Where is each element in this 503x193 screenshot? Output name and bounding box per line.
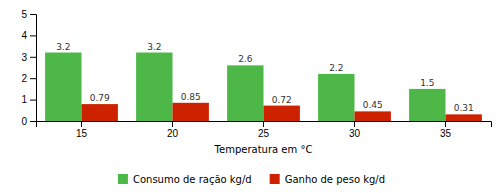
y-axis: 0 1 2 3 4 5 (21, 9, 36, 127)
bar (173, 103, 209, 121)
bar (355, 111, 391, 121)
legend-swatch (118, 174, 128, 184)
legend-item: Consumo de ração kg/d (118, 174, 252, 185)
tick-label: 25 (258, 128, 270, 139)
tick: 1 (21, 94, 36, 105)
legend-swatch (270, 174, 280, 184)
tick: 20 (167, 121, 179, 139)
data-label: 2.2 (329, 63, 343, 73)
tick-label: 4 (21, 30, 27, 41)
tick-mark (30, 121, 36, 122)
tick-mark (172, 121, 173, 127)
data-label: 0.72 (272, 95, 292, 105)
data-label: 2.6 (238, 54, 253, 64)
data-label: 3.2 (147, 42, 161, 52)
chart: 3.2 3.2 2.6 2.2 1.5 0.79 0.85 0.72 0.45 0.31 0 1 2 3 4… (0, 0, 503, 193)
data-label: 0.45 (363, 100, 383, 110)
tick-mark (263, 121, 264, 127)
tick-label: 3 (21, 52, 27, 63)
tick-mark (30, 57, 36, 58)
bar-series (45, 53, 445, 121)
tick-mark (30, 14, 36, 15)
tick-mark (354, 121, 355, 127)
bar (82, 104, 118, 121)
tick: 15 (76, 121, 88, 139)
tick: 3 (21, 52, 36, 63)
data-label: 1.5 (420, 78, 434, 88)
legend-label: Ganho de peso kg/d (285, 174, 385, 185)
bar (446, 114, 482, 121)
x-axis: 15 20 25 30 35 (37, 121, 492, 139)
bar-series (82, 103, 482, 121)
tick-label: 0 (21, 116, 27, 127)
tick: 30 (349, 121, 361, 139)
tick-label: 2 (21, 73, 27, 84)
bar (264, 106, 300, 121)
plot-area: 3.2 3.2 2.6 2.2 1.5 0.79 0.85 0.72 0.45 0.31 0 1 2 3 4… (21, 9, 491, 139)
legend-item: Ganho de peso kg/d (270, 174, 385, 185)
tick-mark (445, 121, 446, 127)
legend-label: Consumo de ração kg/d (133, 174, 252, 185)
tick: 5 (21, 9, 36, 20)
bar (318, 74, 354, 121)
tick: 0 (21, 116, 36, 127)
tick-label: 1 (21, 94, 27, 105)
tick-label: 35 (440, 128, 452, 139)
tick-label: 15 (76, 128, 88, 139)
tick-label: 5 (21, 9, 27, 20)
tick: 25 (258, 121, 270, 139)
bar (136, 53, 172, 121)
tick-mark (30, 78, 36, 79)
data-label: 0.85 (181, 92, 201, 102)
tick-label: 30 (349, 128, 361, 139)
tick-label: 20 (167, 128, 179, 139)
data-label: 3.2 (56, 42, 70, 52)
x-axis-label: Temperatura em °C (214, 144, 313, 155)
data-label: 0.31 (454, 103, 474, 113)
tick: 2 (21, 73, 36, 84)
bar (227, 65, 263, 121)
tick-mark (81, 121, 82, 127)
data-label: 0.79 (90, 93, 110, 103)
axis-domain (30, 15, 37, 122)
tick: 35 (440, 121, 452, 139)
axis-domain (37, 122, 492, 128)
tick-mark (30, 100, 36, 101)
bar (409, 89, 445, 121)
legend: Consumo de ração kg/d Ganho de peso kg/d (118, 174, 385, 185)
data-labels: 3.2 3.2 2.6 2.2 1.5 0.79 0.85 0.72 0.45 0.31 (56, 42, 474, 114)
tick: 4 (21, 30, 36, 41)
bars (45, 53, 482, 121)
tick-mark (30, 35, 36, 36)
bar (45, 53, 81, 121)
